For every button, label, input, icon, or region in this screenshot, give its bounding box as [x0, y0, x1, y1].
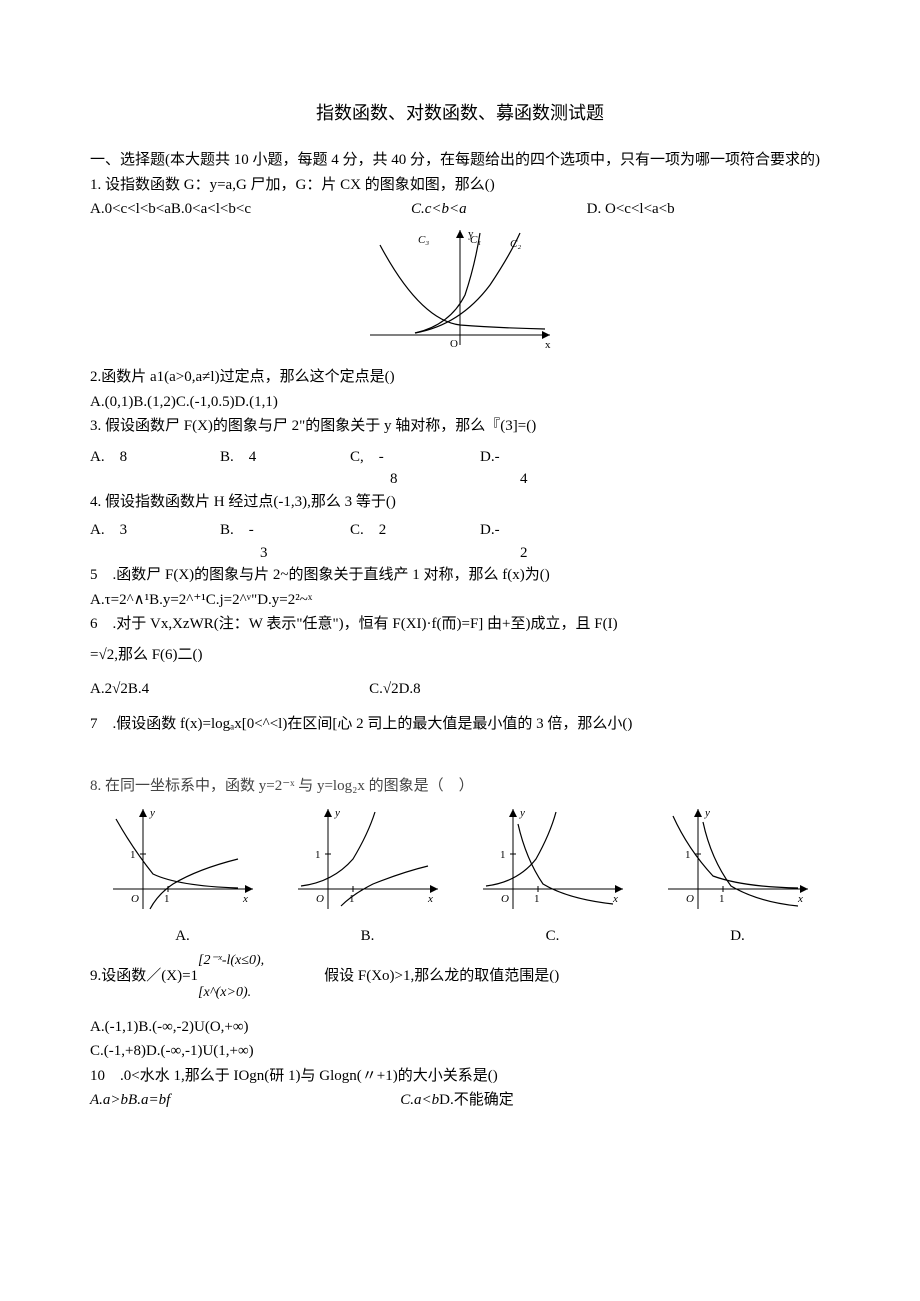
svg-text:O: O [501, 893, 509, 905]
svg-text:y: y [704, 807, 710, 819]
choice-b: B.a=bf [128, 1089, 170, 1112]
fig-label-d: D. [645, 925, 830, 948]
page-title: 指数函数、对数函数、募函数测试题 [90, 100, 830, 127]
svg-text:1: 1 [500, 849, 506, 861]
svg-text:1: 1 [534, 893, 540, 905]
q6-choices: A.2√2 B.4 C.√2 D.8 [90, 678, 830, 701]
question-8: 8. 在同一坐标系中，函数 y=2⁻ˣ 与 y=log₂x 的图象是（ ） [90, 775, 830, 798]
question-5: 5 .函数尸 F(X)的图象与片 2~的图象关于直线产 1 对称，那么 f(x)… [90, 564, 830, 587]
q10-choices: A.a>b B.a=bf C.a<b D.不能确定 [90, 1089, 830, 1112]
question-3: 3. 假设函数尸 F(X)的图象与尸 2"的图象关于 y 轴对称，那么『(3]=… [90, 415, 830, 438]
q9-suffix: 假设 F(Xo)>1,那么龙的取值范围是() [324, 965, 559, 988]
curve-c1-label: C₁ [470, 234, 481, 246]
q9-choice-ab: A.(-1,1)B.(-∞,-2)U(O,+∞) [90, 1016, 830, 1039]
choice-a: A. 3 [90, 519, 220, 564]
svg-text:x: x [797, 893, 803, 905]
q8-fig-d: O x y 1 1 D. [645, 804, 830, 948]
svg-text:y: y [519, 807, 525, 819]
question-9: 9.设函数／(X)=1 [2⁻ˣ-l(x≤0), [x^(x>0). 假设 F(… [90, 952, 830, 1002]
q8-fig-c: O x y 1 1 C. [460, 804, 645, 948]
fig-label-a: A. [90, 925, 275, 948]
choice-a: A.0<c<l<b<a [90, 198, 171, 221]
question-6: 6 .对于 Vx,XzWR(注：W 表示"任意")，恒有 F(XI)·f(而)=… [90, 613, 830, 636]
svg-text:y: y [334, 807, 340, 819]
svg-text:1: 1 [130, 849, 136, 861]
svg-text:1: 1 [719, 893, 725, 905]
question-10: 10 .0<水水 1,那么于 IOgn(研 1)与 Glogn(〃+1)的大小关… [90, 1065, 830, 1088]
choice-c: C. 2 [350, 519, 480, 564]
svg-text:x: x [612, 893, 618, 905]
choice-b: B. 4 [220, 446, 350, 491]
question-2: 2.函数片 a1(a>0,a≠l)过定点，那么这个定点是() [90, 366, 830, 389]
choice-c: C.a<b [400, 1089, 439, 1112]
question-6b: =√2,那么 F(6)二() [90, 644, 830, 667]
choice-c: C, - 8 [350, 446, 480, 491]
choice-c: C.c<b<a [411, 198, 467, 221]
fig-label-c: C. [460, 925, 645, 948]
svg-text:1: 1 [164, 893, 170, 905]
svg-text:1: 1 [315, 849, 321, 861]
svg-text:1: 1 [685, 849, 691, 861]
svg-text:O: O [131, 893, 139, 905]
curve-c2-label: C₂ [510, 238, 521, 250]
svg-text:x: x [427, 893, 433, 905]
question-1: 1. 设指数函数 G：y=a,G 尸加，G：片 CX 的图象如图，那么() [90, 174, 830, 197]
question-7: 7 .假设函数 f(x)=logₐx[0<^<l)在区间[心 2 司上的最大值是… [90, 713, 830, 736]
q9-piece2: [x^(x>0). [198, 984, 264, 1002]
q9-piece1: [2⁻ˣ-l(x≤0), [198, 952, 264, 970]
q9-prefix: 9.设函数／(X)=1 [90, 965, 198, 988]
q8-fig-b: O x y 1 1 B. [275, 804, 460, 948]
choice-d: D. O<c<l<a<b [587, 198, 675, 221]
q9-choice-cd: C.(-1,+8)D.(-∞,-1)U(1,+∞) [90, 1040, 830, 1063]
choice-a: A. 8 [90, 446, 220, 491]
choice-a: A.a>b [90, 1089, 128, 1112]
choice-b: B.0<a<l<b<c [171, 198, 251, 221]
fig-label-b: B. [275, 925, 460, 948]
choice-c: C.√2 [369, 678, 399, 701]
q1-choices: A.0<c<l<b<a B.0<a<l<b<c C.c<b<a D. O<c<l… [90, 198, 830, 221]
q1-figure: y x O C₃ C₁ C₂ [90, 225, 830, 363]
choice-d: D.不能确定 [439, 1089, 514, 1112]
q4-choices: A. 3 B. - 3 C. 2 D.- 2 [90, 519, 830, 564]
svg-text:O: O [686, 893, 694, 905]
choice-d: D.- 4 [480, 446, 528, 491]
q8-figures: O x y 1 1 A. O x y 1 1 [90, 804, 830, 948]
choice-b: B.4 [128, 678, 149, 701]
origin-label: O [450, 338, 458, 350]
choice-d: D.8 [399, 678, 421, 701]
q8-fig-a: O x y 1 1 A. [90, 804, 275, 948]
choice-d: D.- 2 [480, 519, 528, 564]
axis-x-label: x [545, 339, 551, 351]
question-4: 4. 假设指数函数片 H 经过点(-1,3),那么 3 等于() [90, 491, 830, 514]
svg-text:O: O [316, 893, 324, 905]
svg-text:x: x [242, 893, 248, 905]
choice-a: A.2√2 [90, 678, 128, 701]
q2-choices: A.(0,1)B.(1,2)C.(-1,0.5)D.(1,1) [90, 391, 830, 414]
curve-c3-label: C₃ [418, 234, 429, 246]
choice-b: B. - 3 [220, 519, 350, 564]
q3-choices: A. 8 B. 4 C, - 8 D.- 4 [90, 446, 830, 491]
q5-choices: A.τ=2^∧¹B.y=2^⁺¹C.j=2^ᵛ"D.y=2²~ˣ [90, 589, 830, 612]
section-heading: 一、选择题(本大题共 10 小题，每题 4 分，共 40 分，在每题给出的四个选… [90, 149, 830, 172]
svg-text:y: y [149, 807, 155, 819]
